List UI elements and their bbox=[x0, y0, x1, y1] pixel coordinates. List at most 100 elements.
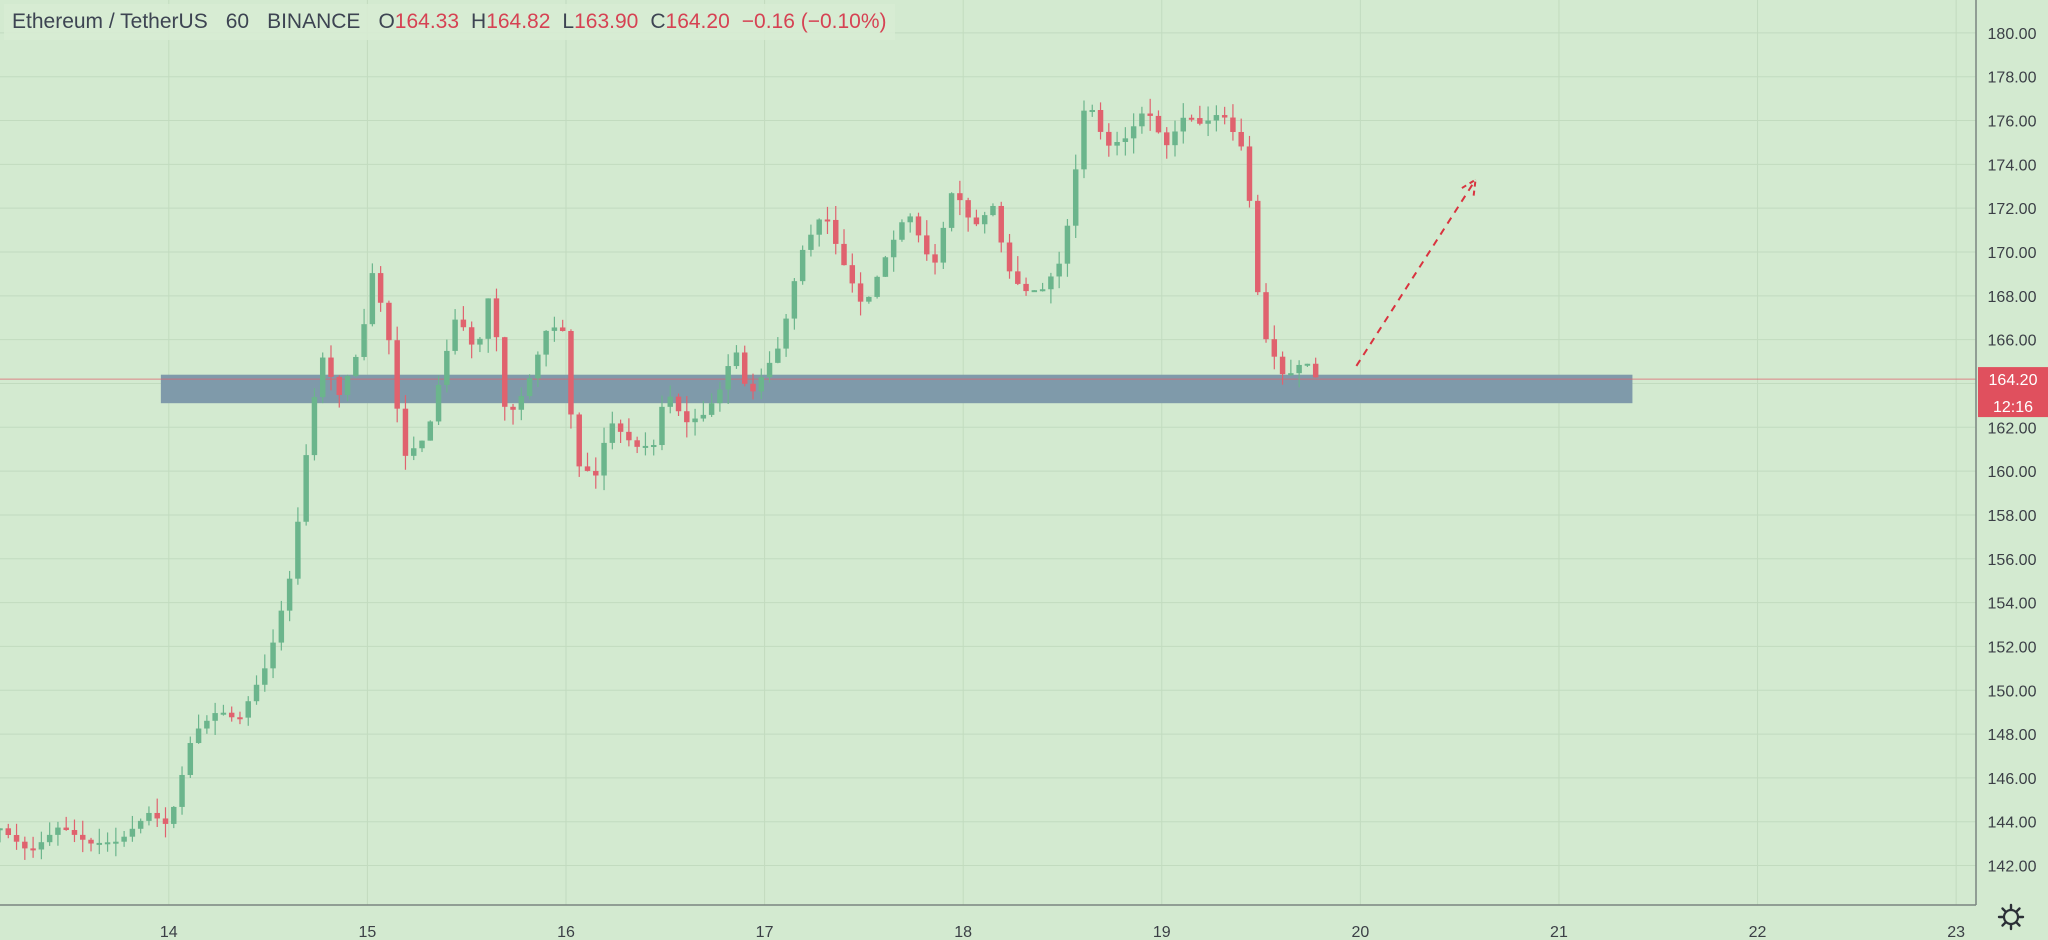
gear-icon[interactable] bbox=[1996, 902, 2026, 932]
candle-body bbox=[386, 302, 392, 341]
candle-body bbox=[981, 215, 988, 225]
candle-body bbox=[609, 423, 616, 443]
candle-body bbox=[675, 396, 682, 412]
candle-body bbox=[344, 375, 351, 396]
candle-body bbox=[617, 423, 624, 432]
candle-body bbox=[311, 397, 318, 456]
candle-body bbox=[1238, 131, 1244, 147]
time-tick-label: 18 bbox=[954, 924, 972, 940]
candle-body bbox=[741, 352, 748, 384]
candle-body bbox=[129, 828, 136, 837]
candle-body bbox=[518, 396, 525, 410]
candle-body bbox=[708, 403, 715, 415]
candle-body bbox=[659, 406, 665, 446]
candle-body bbox=[154, 812, 160, 819]
candle-body bbox=[957, 193, 963, 201]
time-axis[interactable]: 14 15 16 17 18 19 20 21 22 23 bbox=[160, 924, 1965, 940]
candle-body bbox=[1015, 271, 1021, 284]
candle-body bbox=[1072, 169, 1079, 226]
candle-body bbox=[849, 265, 856, 284]
candle-body bbox=[493, 298, 500, 338]
candle-body bbox=[543, 330, 549, 355]
candle-body bbox=[667, 396, 673, 407]
candle-body bbox=[783, 318, 789, 349]
candle-body bbox=[725, 366, 731, 390]
candle-body bbox=[791, 281, 798, 319]
candle-body bbox=[1279, 356, 1286, 375]
candle-body bbox=[1255, 200, 1261, 293]
price-tick-label: 154.00 bbox=[1988, 596, 2037, 613]
candle-body bbox=[452, 319, 458, 351]
low-value: 163.90 bbox=[574, 10, 639, 33]
candle-body bbox=[63, 827, 69, 831]
price-tick-label: 160.00 bbox=[1988, 464, 2037, 481]
price-tick-label: 148.00 bbox=[1988, 727, 2037, 744]
candle-body bbox=[336, 376, 342, 396]
candle-body bbox=[510, 406, 516, 410]
interval-label[interactable]: 60 bbox=[225, 10, 250, 33]
high-value: 164.82 bbox=[486, 10, 551, 33]
candle-body bbox=[55, 827, 61, 835]
candle-body bbox=[1089, 110, 1095, 113]
candle-body bbox=[113, 841, 119, 844]
candle-body bbox=[634, 440, 640, 447]
time-tick-label: 20 bbox=[1351, 924, 1369, 940]
low-label: L bbox=[562, 10, 575, 33]
price-tick-label: 152.00 bbox=[1988, 639, 2037, 656]
grid-lines bbox=[0, 0, 1976, 905]
candle-body bbox=[394, 340, 400, 409]
candle-body bbox=[46, 834, 53, 843]
candle-body bbox=[948, 193, 955, 228]
candle-body bbox=[13, 835, 20, 842]
candle-body bbox=[295, 521, 301, 579]
price-tick-label: 150.00 bbox=[1988, 683, 2037, 700]
candle-body bbox=[328, 357, 334, 377]
candle-body bbox=[833, 219, 839, 244]
bar-countdown-label: 12:16 bbox=[1993, 399, 2033, 416]
candle-body bbox=[1064, 225, 1071, 264]
time-tick-label: 14 bbox=[160, 924, 178, 940]
candle-body bbox=[80, 834, 86, 840]
change-value: −0.16 (−0.10%) bbox=[741, 10, 887, 33]
candle-body bbox=[353, 356, 359, 376]
candle-body bbox=[303, 455, 309, 522]
price-tick-label: 158.00 bbox=[1988, 508, 2037, 525]
candle-body bbox=[1139, 113, 1145, 127]
price-tick-label: 166.00 bbox=[1988, 333, 2037, 350]
candle-body bbox=[195, 728, 202, 744]
symbol-legend: Ethereum / TetherUS 60 BINANCE O 164.33 H… bbox=[4, 4, 895, 40]
candle-body bbox=[576, 414, 582, 467]
candle-body bbox=[1147, 113, 1153, 116]
candle-body bbox=[1039, 289, 1046, 292]
candle-body bbox=[402, 408, 409, 456]
price-tick-label: 146.00 bbox=[1988, 771, 2037, 788]
candle-body bbox=[568, 330, 574, 415]
candle-body bbox=[377, 273, 384, 303]
candle-body bbox=[593, 470, 599, 476]
candle-body bbox=[750, 383, 756, 392]
candle-body bbox=[411, 448, 417, 456]
candle-body bbox=[30, 848, 36, 851]
open-value: 164.33 bbox=[394, 10, 460, 33]
candle-body bbox=[940, 227, 947, 263]
candle-body bbox=[212, 713, 218, 721]
candle-body bbox=[245, 701, 251, 718]
symbol-name[interactable]: Ethereum / TetherUS bbox=[12, 10, 208, 33]
candle-body bbox=[0, 828, 3, 831]
price-tick-label: 156.00 bbox=[1988, 552, 2037, 569]
candle-body bbox=[1205, 120, 1211, 124]
candle-body bbox=[38, 842, 45, 850]
price-tick-label: 172.00 bbox=[1988, 201, 2037, 218]
price-axis[interactable]: 142.00 144.00 146.00 148.00 150.00 152.00 154.… bbox=[1988, 26, 2037, 876]
time-tick-label: 16 bbox=[557, 924, 575, 940]
price-tick-label: 144.00 bbox=[1988, 815, 2037, 832]
projection-arrow[interactable] bbox=[1355, 179, 1477, 367]
candle-body bbox=[907, 216, 913, 223]
candle-body bbox=[816, 219, 822, 235]
candle-body bbox=[684, 411, 690, 423]
high-label: H bbox=[471, 10, 487, 33]
candle-body bbox=[435, 384, 442, 422]
candle-body bbox=[1122, 138, 1129, 142]
candle-body bbox=[775, 348, 781, 363]
